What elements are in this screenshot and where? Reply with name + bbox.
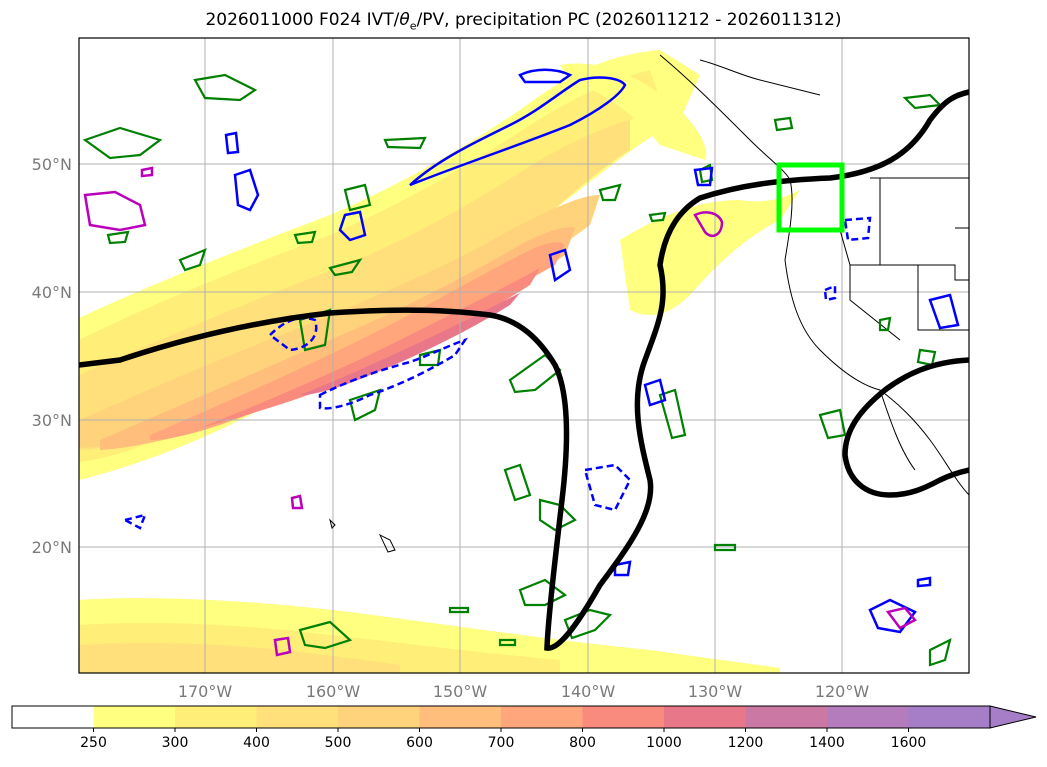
- lon-labels: 170°W 160°W 150°W 140°W 130°W 120°W: [178, 682, 870, 701]
- colorbar: 250 300 400 500 600 700 800 1000 1200 1400 1600: [11, 705, 1037, 751]
- colorbar-segment: [93, 706, 176, 728]
- title-prefix: 2026011000 F024 IVT/: [205, 10, 400, 30]
- colorbar-segment: [12, 706, 94, 728]
- ivt-north-250: [560, 63, 707, 160]
- lon-label-120w: 120°W: [815, 682, 870, 701]
- colorbar-segment: [827, 706, 909, 728]
- colorbar-extend-arrow: [989, 705, 1037, 729]
- colorbar-segment: [664, 706, 746, 728]
- blue-dashed-contours: [121, 216, 872, 530]
- colorbar-segment: [338, 706, 420, 728]
- colorbar-segment: [419, 706, 502, 728]
- colorbar-label-1600: 1600: [891, 735, 927, 751]
- lon-label-150w: 150°W: [433, 682, 488, 701]
- colorbar-label-700: 700: [488, 735, 515, 751]
- colorbar-label-250: 250: [80, 735, 107, 751]
- colorbar-segment: [256, 706, 339, 728]
- lat-label-50: 50°N: [32, 155, 72, 174]
- colorbar-segment: [175, 706, 257, 728]
- map-layers: [79, 38, 969, 673]
- title-suffix: /PV, precipitation PC (2026011212 - 2026…: [416, 10, 842, 30]
- map-title: 2026011000 F024 IVT/θe/PV, precipitation…: [0, 10, 1047, 32]
- colorbar-label-400: 400: [243, 735, 270, 751]
- lon-label-130w: 130°W: [688, 682, 743, 701]
- blue-contours: [224, 68, 960, 634]
- ivt-600: [100, 227, 575, 450]
- magenta-contours: [83, 166, 917, 657]
- lon-label-140w: 140°W: [561, 682, 616, 701]
- colorbar-segment: [501, 706, 583, 728]
- lat-label-30: 30°N: [32, 411, 72, 430]
- target-box: [776, 162, 845, 233]
- map-frame: [78, 37, 970, 674]
- gridlines: [79, 38, 969, 673]
- coastlines: [329, 54, 969, 553]
- title-theta: θ: [399, 10, 410, 30]
- title-subscript: e: [409, 19, 417, 33]
- ivt-500: [79, 195, 600, 448]
- ivt-south-400: [79, 642, 400, 673]
- colorbar-label-1000: 1000: [646, 735, 682, 751]
- lat-labels: 50°N 40°N 30°N 20°N: [32, 155, 72, 557]
- colorbar-label-1200: 1200: [728, 735, 764, 751]
- lon-label-160w: 160°W: [306, 682, 361, 701]
- colorbar-label-300: 300: [162, 735, 189, 751]
- colorbar-label-800: 800: [569, 735, 596, 751]
- colorbar-label-600: 600: [406, 735, 433, 751]
- colorbar-segment: [908, 706, 991, 728]
- lat-label-20: 20°N: [32, 538, 72, 557]
- lat-label-40: 40°N: [32, 283, 72, 302]
- colorbar-segment: [582, 706, 665, 728]
- colorbar-label-500: 500: [325, 735, 352, 751]
- colorbar-label-1400: 1400: [809, 735, 845, 751]
- colorbar-segment: [745, 706, 828, 728]
- lon-label-170w: 170°W: [178, 682, 233, 701]
